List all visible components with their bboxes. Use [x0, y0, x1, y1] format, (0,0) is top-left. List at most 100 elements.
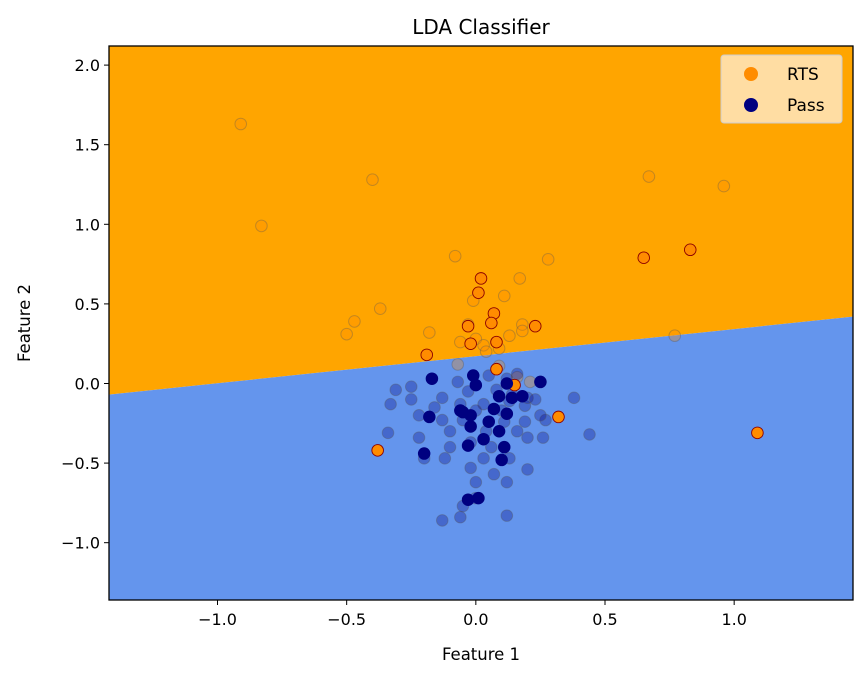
rts-train-point	[454, 335, 467, 349]
pass-train-point	[477, 452, 490, 465]
rts-test-point	[371, 444, 384, 457]
pass-test-point	[516, 389, 529, 403]
rts-test-point	[490, 335, 503, 349]
pass-test-point	[482, 415, 496, 428]
rts-train-point	[503, 329, 516, 343]
y-tick-label: −1.0	[61, 534, 100, 553]
pass-train-point	[451, 375, 465, 389]
pass-test-point	[423, 410, 436, 424]
pass-train-point	[384, 397, 397, 411]
chart-title: LDA Classifier	[412, 15, 550, 39]
pass-test-point	[534, 375, 547, 389]
pass-test-point	[505, 391, 519, 405]
y-tick-label: 1.5	[75, 136, 100, 155]
pass-test-point	[469, 378, 483, 392]
rts-train-point	[423, 326, 436, 339]
rts-test-point	[472, 286, 485, 300]
pass-train-point	[485, 440, 498, 454]
pass-train-point	[521, 431, 534, 444]
pass-train-point	[567, 391, 581, 405]
rts-test-point	[485, 316, 498, 330]
pass-test-point	[461, 493, 475, 506]
rts-train-point	[373, 302, 387, 315]
y-tick-label: 1.0	[75, 215, 100, 234]
pass-test-point	[477, 432, 490, 446]
legend-marker-rts	[744, 67, 758, 81]
pass-train-point	[518, 415, 532, 429]
y-axis-ticks: −1.0 −0.5 0.0 0.5 1.0 1.5 2.0	[61, 56, 109, 553]
pass-train-point	[534, 409, 547, 422]
pass-test-point	[464, 409, 477, 422]
rts-train-point	[541, 253, 555, 266]
pass-train-point	[500, 475, 514, 489]
scatter-points	[234, 117, 764, 527]
pass-test-point	[492, 389, 506, 403]
pass-test-point	[492, 425, 506, 438]
x-tick-label: 1.0	[721, 610, 746, 629]
pass-train-point	[528, 393, 542, 406]
pass-train-point	[521, 463, 534, 476]
pass-train-point	[510, 424, 524, 438]
pass-test-point	[425, 372, 439, 385]
pass-train-point	[412, 409, 426, 422]
pass-test-point	[461, 439, 475, 452]
rts-train-point	[255, 219, 268, 233]
rts-region	[109, 46, 853, 395]
pass-train-point	[454, 510, 467, 524]
pass-train-point	[536, 431, 550, 444]
x-tick-label: 0.0	[463, 610, 488, 629]
x-tick-label: −1.0	[198, 610, 237, 629]
rts-train-point	[348, 315, 361, 328]
pass-train-point	[404, 380, 418, 393]
rts-test-point	[684, 243, 697, 257]
x-tick-label: −0.5	[327, 610, 366, 629]
rts-train-point	[513, 272, 527, 285]
pass-test-point	[498, 440, 511, 454]
pass-train-point	[469, 475, 483, 489]
pass-train-point	[381, 426, 395, 440]
y-tick-label: −0.5	[61, 454, 100, 473]
rts-train-point	[234, 117, 248, 131]
pass-train-point	[583, 428, 596, 441]
y-tick-label: 2.0	[75, 56, 100, 75]
rts-train-point	[668, 329, 682, 343]
rts-train-point	[448, 249, 462, 263]
rts-train-point	[366, 173, 379, 187]
x-axis-ticks: −1.0 −0.5 0.0 0.5 1.0	[198, 600, 747, 629]
pass-train-point	[487, 467, 501, 481]
pass-train-point	[435, 391, 449, 405]
pass-train-point	[428, 401, 441, 414]
rts-test-point	[552, 410, 565, 424]
x-axis-label: Feature 1	[442, 645, 520, 664]
y-tick-label: 0.5	[75, 295, 100, 314]
legend: RTS Pass	[720, 54, 843, 124]
rts-test-point	[464, 337, 477, 350]
rts-train-point	[516, 318, 529, 331]
pass-test-point	[500, 407, 514, 420]
pass-train-point	[435, 413, 449, 427]
pass-train-point	[438, 452, 452, 465]
rts-train-point	[340, 327, 353, 341]
legend-marker-pass	[744, 98, 758, 112]
y-tick-label: 0.0	[75, 374, 100, 393]
pass-train-point	[404, 393, 418, 406]
pass-test-point	[500, 377, 514, 390]
rts-train-point	[479, 345, 493, 358]
rts-test-point	[461, 319, 475, 333]
pass-train-point	[510, 367, 524, 381]
rts-train-point	[642, 170, 656, 183]
rts-train-point	[497, 289, 511, 303]
plot-area	[109, 46, 853, 600]
pass-test-point	[487, 402, 501, 416]
pass-test-point	[417, 447, 431, 460]
pass-test-point	[454, 404, 467, 417]
pass-train-point	[539, 413, 552, 427]
pass-region	[109, 316, 853, 600]
rts-train-point	[717, 179, 731, 193]
pass-test-point	[464, 420, 477, 433]
rts-test-point	[420, 348, 434, 362]
legend-label-pass: Pass	[787, 96, 825, 116]
pass-train-point	[412, 431, 426, 444]
y-axis-label: Feature 2	[15, 284, 34, 362]
